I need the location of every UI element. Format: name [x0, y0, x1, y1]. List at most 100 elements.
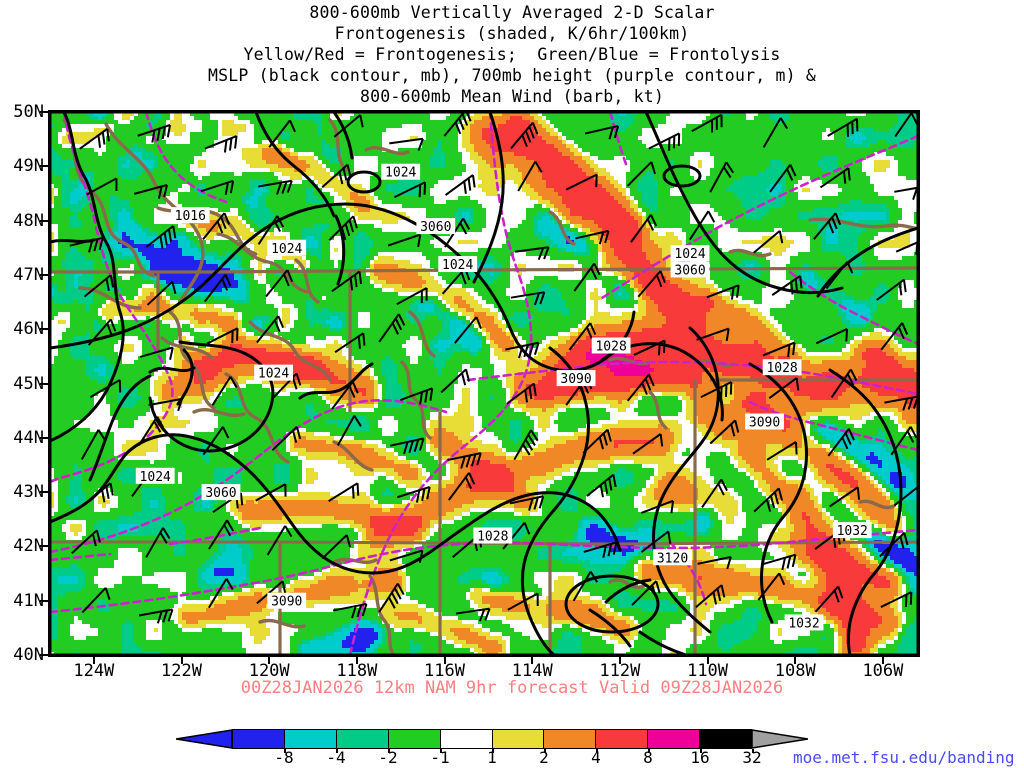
shading-cell: [382, 608, 426, 612]
shading-cell: [50, 380, 98, 384]
shading-cell: [538, 444, 554, 448]
shading-cell: [318, 128, 322, 132]
shading-cell: [170, 304, 198, 308]
shading-cell: [558, 424, 586, 428]
shading-cell: [650, 556, 654, 560]
shading-cell: [610, 504, 634, 508]
shading-cell: [386, 444, 402, 448]
shading-cell: [70, 168, 118, 172]
shading-cell: [850, 552, 862, 556]
shading-cell: [226, 304, 274, 308]
shading-cell: [558, 336, 570, 340]
shading-cell: [290, 468, 302, 472]
shading-cell: [430, 524, 434, 528]
shading-cell: [306, 472, 318, 476]
shading-cell: [806, 528, 818, 532]
title-line-3: Yellow/Red = Frontogenesis; Green/Blue =…: [243, 45, 781, 64]
shading-cell: [514, 376, 542, 380]
shading-cell: [74, 496, 78, 500]
shading-cell: [842, 308, 870, 312]
shading-cell: [870, 144, 898, 148]
shading-cell: [562, 624, 570, 628]
shading-cell: [50, 524, 62, 528]
shading-cell: [186, 356, 202, 360]
shading-cell: [854, 300, 886, 304]
shading-cell: [646, 584, 682, 588]
shading-cell: [582, 236, 586, 240]
wind-barb: [505, 341, 540, 359]
shading-cell: [54, 360, 86, 364]
wind-barb: [206, 327, 239, 345]
shading-cell: [518, 184, 530, 188]
shading-cell: [406, 448, 422, 452]
shading-cell: [334, 248, 338, 252]
shading-cell: [818, 564, 866, 568]
shading-cell: [838, 312, 846, 316]
shading-cell: [582, 640, 606, 644]
shading-cell: [262, 608, 274, 612]
shading-cell: [402, 284, 422, 288]
shading-cell: [494, 452, 506, 456]
shading-cell: [842, 188, 874, 192]
shading-cell: [474, 216, 486, 220]
shading-cell: [566, 300, 586, 304]
shading-cell: [178, 616, 182, 620]
shading-cell: [578, 532, 586, 536]
shading-cell: [642, 208, 650, 212]
shading-cell: [482, 608, 502, 612]
shading-cell: [634, 556, 646, 560]
shading-cell: [442, 372, 458, 376]
shading-cell: [402, 476, 418, 480]
wind-barb: [256, 580, 287, 605]
shading-cell: [874, 584, 890, 588]
shading-cell: [598, 604, 606, 608]
contour-label: 1028: [766, 361, 797, 376]
shading-cell: [378, 452, 394, 456]
shading-cell: [874, 168, 886, 172]
shading-cell: [142, 152, 154, 156]
shading-cell: [606, 260, 622, 264]
shading-cell: [242, 552, 254, 556]
shading-cell: [322, 132, 382, 136]
shading-cell: [366, 564, 402, 568]
shading-cell: [326, 632, 334, 636]
shading-cell: [746, 308, 758, 312]
shading-cell: [790, 544, 806, 548]
shading-cell: [50, 148, 54, 152]
shading-cell: [518, 224, 534, 228]
shading-cell: [298, 492, 330, 496]
shading-cell: [234, 364, 258, 368]
shading-cell: [902, 564, 918, 568]
shading-cell: [122, 576, 142, 580]
wind-barb: [762, 117, 789, 148]
shading-cell: [530, 184, 546, 188]
shading-cell: [438, 372, 442, 376]
shading-cell: [894, 356, 906, 360]
shading-cell: [862, 588, 898, 592]
shading-cell: [850, 260, 862, 264]
y-axis-label: 41N: [13, 590, 44, 611]
shading-cell: [170, 128, 186, 132]
shading-cell: [538, 236, 550, 240]
shading-cell: [822, 436, 826, 440]
shading-cell: [86, 496, 94, 500]
shading-cell: [674, 432, 682, 436]
shading-cell: [558, 412, 610, 416]
shading-cell: [130, 148, 146, 152]
wind-barb: [757, 572, 786, 601]
shading-cell: [434, 532, 482, 536]
shading-cell: [686, 392, 718, 396]
shading-cell: [438, 488, 470, 492]
title-line-4: MSLP (black contour, mb), 700mb height (…: [207, 66, 817, 85]
shading-cell: [482, 420, 510, 424]
shading-cell: [654, 528, 694, 532]
shading-cell: [202, 392, 214, 396]
shading-cell: [870, 460, 882, 464]
shading-cell: [838, 308, 842, 312]
shading-cell: [862, 424, 898, 428]
shading-cell: [154, 628, 158, 632]
shading-cell: [50, 500, 54, 504]
shading-cell: [818, 612, 830, 616]
shading-cell: [526, 212, 538, 216]
shading-cell: [802, 516, 810, 520]
